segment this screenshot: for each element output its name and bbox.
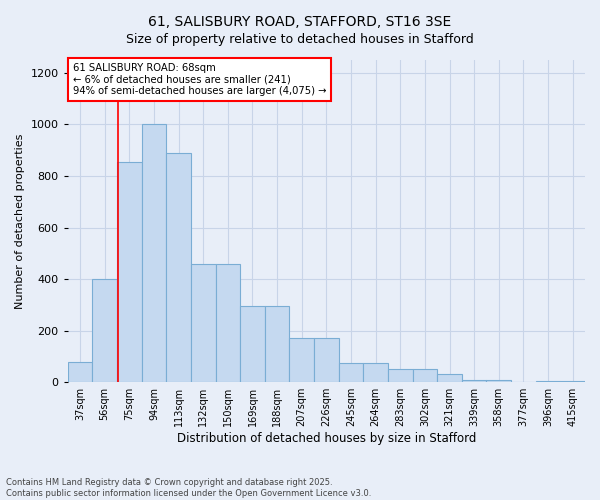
Text: 61, SALISBURY ROAD, STAFFORD, ST16 3SE: 61, SALISBURY ROAD, STAFFORD, ST16 3SE (148, 15, 452, 29)
Text: Contains HM Land Registry data © Crown copyright and database right 2025.
Contai: Contains HM Land Registry data © Crown c… (6, 478, 371, 498)
Y-axis label: Number of detached properties: Number of detached properties (15, 134, 25, 309)
Bar (166, 153, 191, 382)
Bar (92, 279, 117, 382)
Bar (413, 370, 437, 382)
Bar (364, 363, 388, 382)
Bar (289, 338, 314, 382)
Bar (240, 306, 265, 382)
Bar (338, 363, 364, 382)
Bar (487, 380, 511, 382)
Bar (68, 362, 92, 382)
Bar (117, 162, 142, 382)
Bar (265, 306, 289, 382)
Bar (215, 264, 240, 382)
Bar (142, 124, 166, 382)
Text: Size of property relative to detached houses in Stafford: Size of property relative to detached ho… (126, 32, 474, 46)
Bar (437, 374, 462, 382)
X-axis label: Distribution of detached houses by size in Stafford: Distribution of detached houses by size … (176, 432, 476, 445)
Bar (314, 338, 338, 382)
Bar (191, 264, 215, 382)
Bar (388, 370, 413, 382)
Text: 61 SALISBURY ROAD: 68sqm
← 6% of detached houses are smaller (241)
94% of semi-d: 61 SALISBURY ROAD: 68sqm ← 6% of detache… (73, 63, 326, 96)
Bar (462, 380, 487, 382)
